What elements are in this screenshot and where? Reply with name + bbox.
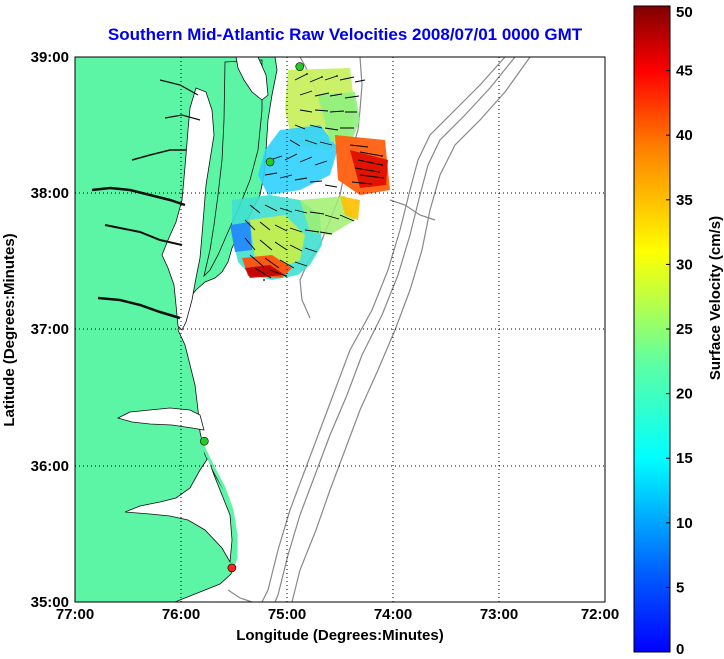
colorbar-tick-label: 0 (676, 641, 684, 658)
james-river (97, 296, 181, 320)
chesapeake-bay (161, 87, 215, 331)
colorbar-tick-label: 5 (676, 579, 684, 596)
station-marker (295, 62, 305, 71)
y-tick-label: 38:00 (31, 185, 69, 202)
y-tick-label: 35:00 (31, 594, 69, 611)
delmarva-peninsula (203, 59, 263, 278)
colorbar-tick-label: 50 (676, 4, 693, 21)
x-tick-label: 73:00 (480, 606, 518, 623)
x-tick-label: 72:00 (581, 606, 619, 623)
x-axis: 77:00 76:00 75:00 74:00 73:00 72:00 Long… (56, 606, 619, 644)
colorbar-ticks: 0 5 10 15 20 25 30 35 40 45 50 (666, 4, 693, 658)
colorbar-tick-label: 25 (676, 321, 693, 338)
station-marker (265, 157, 275, 167)
y-tick-label: 37:00 (31, 321, 69, 338)
station-marker (200, 436, 209, 446)
colorbar-gradient (633, 5, 671, 653)
x-tick-label: 75:00 (268, 606, 306, 623)
delaware-bay (235, 57, 269, 101)
y-tick-label: 36:00 (31, 458, 69, 475)
map-plot (74, 56, 606, 603)
y-axis-label: Latitude (Degrees:Minutes) (1, 233, 18, 426)
arrow-heads (263, 73, 383, 281)
albemarle-sound (116, 407, 205, 431)
radar-stations (200, 62, 305, 573)
colorbar-tick-label: 45 (676, 63, 693, 80)
chart-title: Southern Mid-Atlantic Raw Velocities 200… (108, 25, 583, 44)
colorbar-tick-label: 30 (676, 256, 693, 273)
map-frame (74, 56, 606, 603)
rappahannock-river (104, 224, 183, 246)
station-marker (227, 563, 237, 573)
patuxent-river (131, 149, 186, 161)
pamlico-sound (124, 457, 233, 564)
upper-bay-rivers (159, 79, 201, 121)
y-tick-label: 39:00 (31, 49, 69, 66)
velocity-arrows (244, 73, 385, 279)
colorbar-tick-label: 15 (676, 450, 693, 467)
colorbar-tick-label: 35 (676, 192, 693, 209)
outer-banks (198, 439, 238, 573)
colorbar-label: Surface Velocity (cm/s) (707, 216, 724, 380)
colorbar: 0 5 10 15 20 25 30 35 40 45 50 Surface Velocity (c… (633, 4, 724, 658)
x-axis-label: Longitude (Degrees:Minutes) (236, 627, 444, 644)
map-grid (75, 57, 605, 602)
x-tick-label: 76:00 (162, 606, 200, 623)
colorbar-tick-label: 10 (676, 515, 693, 532)
colorbar-tick-label: 40 (676, 127, 693, 144)
y-axis: 39:00 38:00 37:00 36:00 35:00 Latitude (… (1, 49, 69, 611)
x-tick-label: 74:00 (374, 606, 412, 623)
depth-contours (227, 57, 531, 602)
x-tick-label: 77:00 (56, 606, 94, 623)
colorbar-tick-label: 20 (676, 386, 693, 403)
